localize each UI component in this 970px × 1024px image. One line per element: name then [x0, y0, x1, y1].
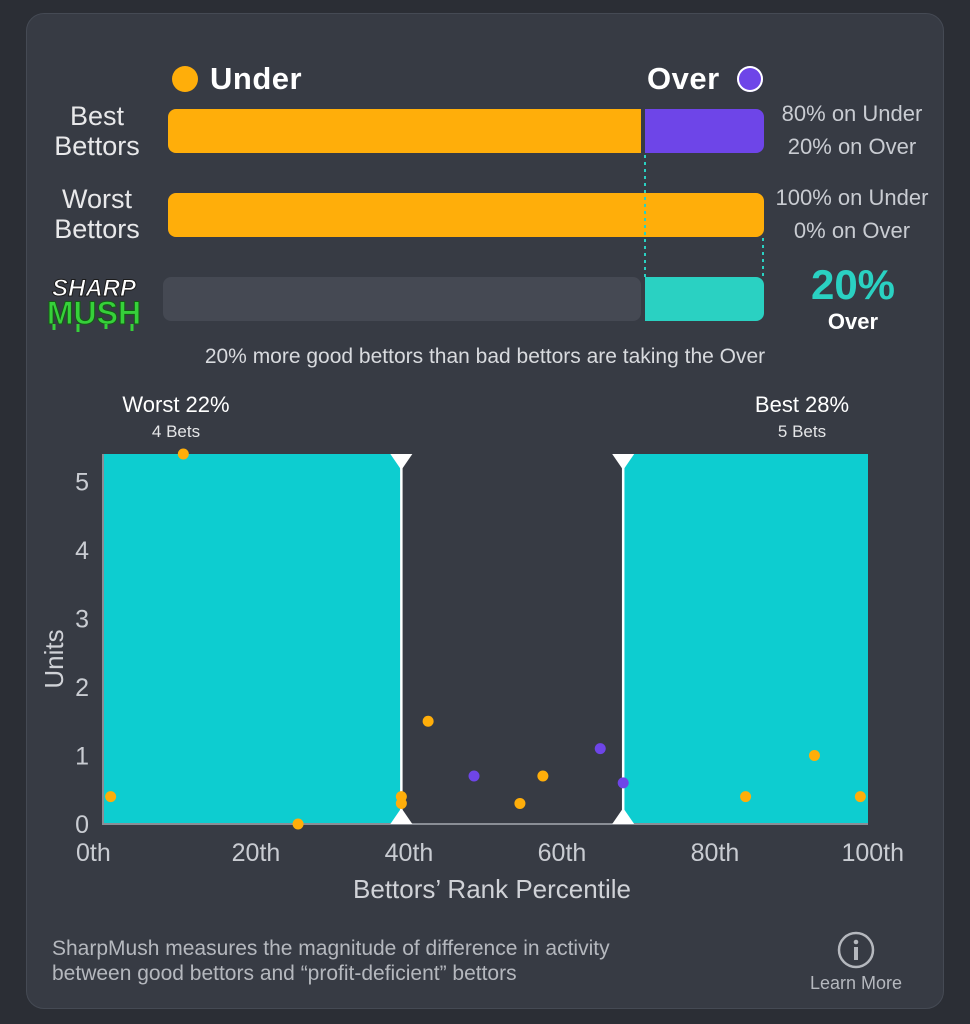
sharpmush-track	[163, 277, 641, 321]
summary-text: 20% more good bettors than bad bettors a…	[204, 345, 766, 368]
sharpmush-percent: 20%	[810, 261, 896, 308]
data-point-10	[594, 743, 606, 755]
y-tick-label: 0	[75, 811, 89, 839]
worst-bettors-label-line2: Bettors	[54, 214, 140, 244]
threshold-top-triangle-1	[390, 454, 413, 470]
threshold-bottom-triangle-2	[612, 808, 635, 824]
best-bettors-label-line2: Bettors	[54, 131, 140, 161]
shaded-range-best	[623, 454, 868, 824]
data-point-2	[177, 448, 189, 460]
best-over-percent: 20% on Over	[787, 134, 917, 159]
data-point-1	[105, 791, 117, 803]
y-tick-label: 1	[75, 742, 89, 770]
threshold-top-triangle-2	[612, 454, 635, 470]
worst-over-percent: 0% on Over	[793, 218, 911, 243]
data-point-9	[537, 770, 549, 782]
x-tick-label: 60th	[538, 839, 587, 867]
x-tick-label: 40th	[385, 839, 434, 867]
learn-more-button[interactable]: Learn More	[786, 930, 926, 996]
threshold-bottom-triangle-1	[390, 808, 413, 824]
data-point-13	[808, 749, 820, 761]
footer-line1: SharpMush measures the magnitude of diff…	[52, 937, 610, 960]
learn-more-label: Learn More	[809, 973, 903, 993]
best-bettors-label-line1: Best	[69, 101, 125, 131]
x-tick-label: 100th	[841, 839, 904, 867]
shaded-range-worst	[103, 454, 402, 824]
data-point-6	[422, 715, 434, 727]
under-legend-label: Under	[210, 61, 303, 96]
data-point-12	[740, 791, 752, 803]
footer-description: SharpMush measures the magnitude of diff…	[52, 936, 782, 986]
best-bettors-over-bar	[644, 109, 764, 153]
over-legend-label: Over	[647, 61, 720, 96]
worst-bettors-label: Worst Bettors	[32, 184, 162, 244]
over-legend-dot	[737, 66, 763, 92]
data-point-11	[617, 777, 629, 789]
worst-group-sub: 4 Bets	[151, 422, 201, 441]
data-point-7	[468, 770, 480, 782]
y-tick-label: 5	[75, 468, 89, 496]
under-legend-dot	[172, 66, 198, 92]
worst-bettors-percent-text: 100% on Under 0% on Over	[762, 181, 942, 247]
dotted-guides	[644, 155, 764, 280]
logo-drip-icon	[52, 324, 134, 332]
x-tick-label: 0th	[76, 839, 111, 867]
worst-under-percent: 100% on Under	[775, 185, 929, 210]
y-tick-label: 4	[75, 537, 89, 565]
sharpmush-side: Over	[827, 309, 879, 334]
best-bettors-under-bar	[168, 109, 641, 153]
x-axis-title: Bettors’ Rank Percentile	[353, 874, 631, 904]
best-bettors-label: Best Bettors	[32, 101, 162, 161]
x-tick-label: 80th	[691, 839, 740, 867]
worst-bettors-under-bar	[168, 193, 764, 237]
sharpmush-over-bar	[644, 277, 764, 321]
best-under-percent: 80% on Under	[781, 101, 923, 126]
units-scatter-chart: 0 1 2 3 4 5 0th 20th 40th 60th 80th 100th Bettors’ R…	[39, 448, 904, 904]
worst-bettors-label-line1: Worst	[61, 184, 132, 214]
best-bettors-percent-text: 80% on Under 20% on Over	[762, 97, 942, 163]
logo-sharp-text: SHARP	[52, 275, 137, 302]
y-tick-label: 3	[75, 605, 89, 633]
y-tick-label: 2	[75, 674, 89, 702]
data-point-3	[292, 818, 304, 830]
logo-mush-text: MUSH	[47, 295, 141, 331]
sharpmush-logo-art: SHARP MUSH	[46, 275, 142, 332]
y-axis-title: Units	[39, 629, 69, 688]
data-point-8	[514, 797, 526, 809]
best-group-sub: 5 Bets	[777, 422, 827, 441]
sharpmush-logo: SHARP MUSH	[34, 272, 154, 334]
footer-line2: between good bettors and “profit-deficie…	[52, 962, 517, 985]
x-tick-label: 20th	[232, 839, 281, 867]
worst-group-title: Worst 22%	[122, 392, 230, 417]
best-group-title: Best 28%	[754, 392, 850, 417]
data-point-5	[395, 797, 407, 809]
data-point-14	[854, 791, 866, 803]
info-icon	[837, 931, 875, 969]
